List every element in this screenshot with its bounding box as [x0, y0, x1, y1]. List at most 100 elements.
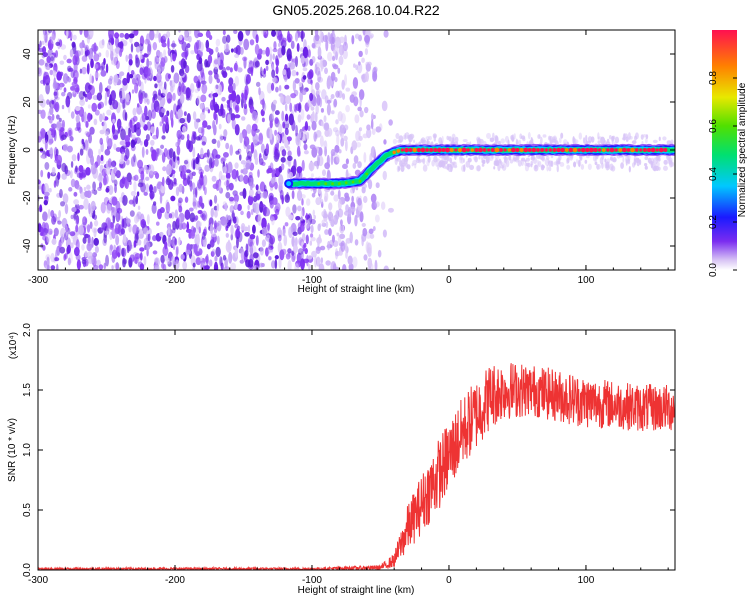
noise-blob — [415, 157, 421, 164]
noise-blob — [182, 261, 188, 270]
noise-blob — [177, 108, 184, 119]
signal-peak — [606, 148, 610, 152]
noise-blob — [109, 244, 113, 256]
noise-blob — [68, 187, 73, 192]
noise-blob — [286, 48, 292, 60]
noise-blob — [79, 148, 84, 156]
noise-blob — [337, 111, 343, 122]
spectrogram-x-tick-label: -200 — [165, 275, 185, 286]
signal-peak — [622, 147, 627, 153]
noise-blob — [100, 202, 106, 214]
noise-blob — [359, 211, 364, 223]
noise-blob — [135, 121, 141, 130]
noise-blob — [171, 227, 176, 234]
noise-blob — [235, 228, 240, 240]
noise-blob — [358, 135, 363, 141]
noise-blob — [113, 74, 119, 83]
noise-blob — [344, 242, 348, 252]
noise-blob — [324, 122, 330, 131]
noise-blob — [50, 252, 55, 263]
noise-blob — [292, 80, 297, 92]
noise-blob — [234, 123, 240, 136]
noise-blob — [207, 54, 213, 65]
noise-blob — [145, 133, 150, 142]
noise-blob — [93, 118, 98, 126]
noise-blob — [287, 150, 292, 157]
noise-blob — [146, 43, 152, 56]
noise-blob — [149, 30, 155, 41]
noise-blob — [229, 67, 233, 73]
noise-blob — [364, 71, 369, 83]
noise-blob — [271, 69, 276, 78]
noise-blob — [273, 148, 280, 160]
noise-blob — [400, 164, 405, 173]
noise-blob — [335, 129, 340, 137]
noise-blob — [86, 63, 90, 75]
noise-blob — [380, 201, 386, 210]
noise-blob — [647, 157, 652, 164]
noise-blob — [157, 67, 161, 76]
noise-blob — [579, 155, 583, 161]
noise-blob — [38, 58, 45, 66]
noise-blob — [171, 255, 176, 265]
noise-blob — [109, 75, 113, 82]
noise-blob — [449, 157, 453, 164]
noise-blob — [51, 167, 56, 175]
signal-peak — [593, 147, 598, 153]
noise-blob — [40, 98, 46, 108]
noise-blob — [138, 94, 143, 105]
noise-blob — [145, 176, 150, 181]
noise-blob — [322, 34, 328, 43]
noise-blob — [328, 211, 332, 219]
noise-blob — [104, 131, 109, 136]
noise-blob — [584, 159, 588, 164]
noise-blob — [594, 161, 598, 166]
noise-blob — [239, 191, 245, 196]
noise-blob — [183, 159, 189, 165]
noise-blob — [258, 132, 264, 145]
noise-blob — [203, 186, 207, 196]
noise-blob — [113, 167, 118, 175]
noise-blob — [70, 69, 75, 79]
noise-blob — [106, 139, 111, 150]
noise-blob — [192, 262, 196, 268]
noise-blob — [272, 77, 277, 83]
noise-blob — [111, 207, 117, 219]
noise-blob — [296, 145, 301, 157]
signal-peak — [461, 147, 467, 153]
noise-blob — [199, 256, 203, 262]
noise-blob — [129, 132, 133, 138]
noise-blob — [357, 197, 362, 206]
signal-peak — [577, 148, 581, 152]
noise-blob — [363, 106, 369, 114]
noise-blob — [326, 99, 331, 104]
noise-blob — [152, 250, 158, 255]
noise-blob — [225, 34, 231, 44]
noise-blob — [382, 229, 387, 238]
noise-blob — [658, 136, 661, 142]
noise-blob — [181, 51, 188, 58]
noise-blob — [213, 210, 218, 218]
noise-blob — [210, 90, 214, 102]
noise-blob — [215, 46, 219, 53]
noise-blob — [203, 174, 208, 186]
noise-blob — [233, 193, 239, 203]
noise-blob — [577, 159, 582, 167]
noise-blob — [46, 99, 50, 105]
noise-blob — [111, 265, 114, 270]
noise-blob — [284, 222, 289, 227]
noise-blob — [136, 103, 140, 108]
noise-blob — [209, 199, 213, 207]
noise-blob — [244, 249, 249, 258]
noise-blob — [313, 214, 316, 220]
noise-blob — [248, 96, 253, 106]
noise-blob — [140, 182, 146, 193]
noise-blob — [255, 235, 259, 246]
noise-blob — [315, 40, 322, 49]
noise-blob — [310, 106, 315, 111]
noise-blob — [288, 171, 294, 179]
noise-blob — [537, 134, 541, 140]
noise-blob — [233, 47, 239, 54]
signal-peak — [618, 148, 623, 152]
noise-blob — [202, 210, 207, 216]
